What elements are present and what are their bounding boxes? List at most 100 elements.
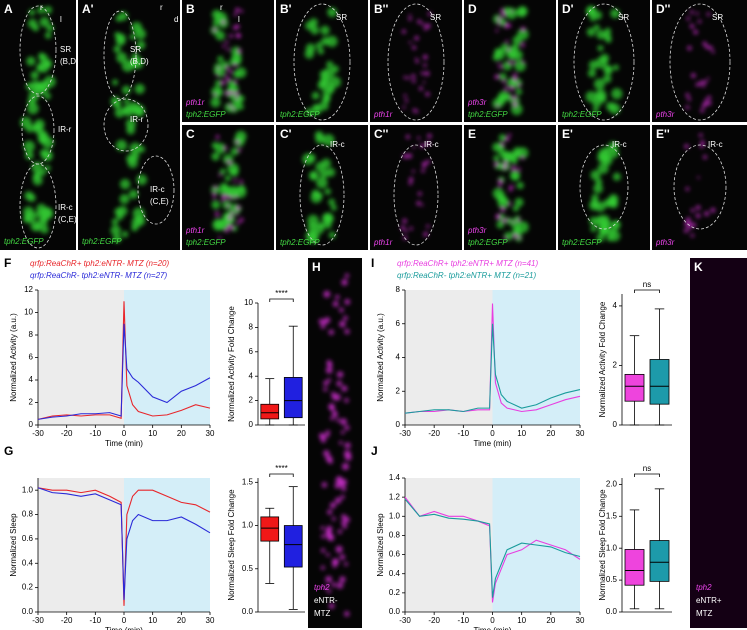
cell	[344, 611, 350, 617]
cell	[41, 149, 53, 162]
cell	[517, 147, 529, 159]
cell	[691, 73, 696, 78]
cell	[326, 553, 330, 557]
panel-text: SR	[712, 13, 723, 22]
cell	[415, 110, 419, 113]
cell	[317, 47, 325, 55]
cell	[309, 172, 318, 181]
baseline-shade	[38, 478, 124, 612]
cell	[588, 60, 599, 70]
cell	[404, 229, 408, 233]
cell	[325, 366, 333, 374]
cell	[339, 576, 346, 583]
cell	[23, 140, 35, 153]
cell	[343, 315, 348, 321]
cell	[415, 59, 419, 64]
panel-label: H	[312, 260, 321, 274]
cell	[685, 93, 690, 97]
panel-text: tph2:EGFP	[562, 238, 602, 247]
y-tick-label: 0.2	[389, 588, 401, 597]
cell	[115, 139, 128, 152]
significance: ****	[275, 464, 287, 473]
cell	[26, 56, 36, 66]
cell	[344, 562, 348, 567]
cell	[230, 196, 234, 199]
stimulus-shade	[492, 290, 580, 425]
cell	[509, 95, 513, 99]
y-tick-label: 0.2	[22, 583, 34, 592]
cell	[344, 298, 351, 305]
baseline-shade	[405, 290, 493, 425]
y-tick-label: 10	[24, 308, 33, 317]
cell	[329, 502, 337, 509]
cell	[520, 156, 525, 160]
cell	[695, 213, 701, 219]
box	[283, 377, 303, 419]
cell	[597, 45, 604, 52]
cell	[218, 236, 222, 240]
panel-text: IR-c	[330, 140, 345, 149]
cell	[517, 167, 521, 171]
cell	[305, 108, 313, 115]
cell	[496, 220, 505, 229]
cell	[423, 231, 428, 237]
cell	[119, 178, 131, 190]
cell	[44, 92, 51, 100]
cell	[237, 185, 246, 193]
cell	[135, 28, 147, 40]
y-tick-label: 0.4	[22, 558, 34, 567]
cell	[402, 105, 406, 109]
box	[260, 403, 280, 420]
cell	[344, 442, 351, 449]
panel-label: I	[371, 256, 374, 270]
cell	[128, 189, 139, 199]
micrograph	[652, 0, 747, 122]
cell	[329, 405, 335, 411]
micrograph	[652, 125, 747, 250]
cell	[235, 24, 240, 29]
cell	[500, 8, 505, 13]
cell	[230, 211, 234, 215]
cell	[24, 151, 34, 160]
cell	[593, 183, 604, 194]
cell	[39, 16, 50, 28]
panel-text: l	[238, 15, 240, 24]
panel-label: A'	[82, 2, 94, 16]
cell	[505, 40, 509, 43]
cell	[235, 7, 240, 13]
cell	[211, 200, 221, 210]
cell	[683, 228, 689, 233]
cell	[687, 221, 693, 227]
y-tick-label: 2	[249, 396, 254, 405]
cell	[134, 83, 145, 94]
signal	[318, 273, 352, 617]
cell	[227, 224, 231, 228]
cell	[518, 236, 522, 240]
cell	[224, 175, 231, 182]
panel-text: tph2:EGFP	[468, 110, 508, 119]
panel-text: tph2:EGFP	[82, 237, 122, 246]
cell	[328, 329, 334, 335]
x-tick-label: -10	[458, 429, 470, 438]
cell	[402, 218, 407, 224]
panel-text: pth3r	[467, 98, 487, 107]
series-line	[404, 496, 581, 603]
cell	[610, 8, 620, 19]
cell	[340, 494, 345, 500]
cell	[409, 177, 414, 182]
cell	[517, 218, 521, 222]
panel-label: J	[371, 444, 378, 458]
micrograph	[182, 0, 274, 122]
cell	[24, 191, 34, 201]
x-tick-label: 10	[517, 429, 526, 438]
y-axis-label: Normalized Sleep Fold Change	[227, 489, 236, 601]
cell	[509, 86, 514, 91]
cell	[689, 24, 695, 29]
panel-text: IR-c	[708, 140, 723, 149]
cell	[121, 59, 134, 72]
cell	[328, 198, 336, 206]
cell	[421, 203, 424, 207]
cell	[512, 220, 515, 224]
y-tick-label: 2	[396, 386, 401, 395]
cell	[112, 234, 122, 243]
